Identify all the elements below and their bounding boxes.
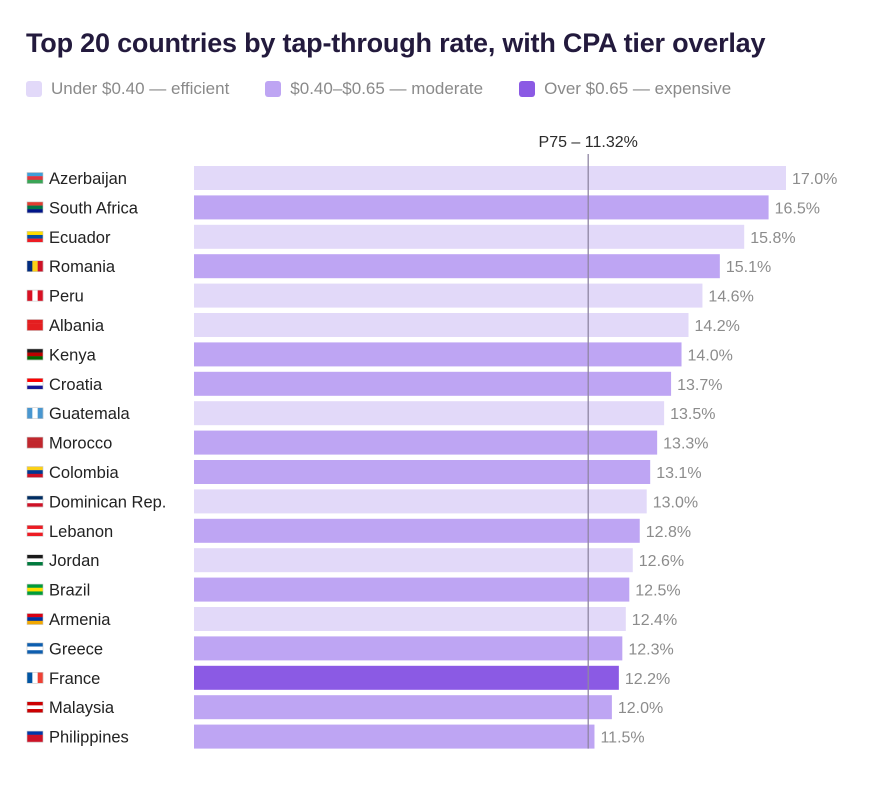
reference-label: P75 – 11.32% [539, 134, 638, 151]
category-label: Brazil [49, 582, 90, 600]
value-label: 14.2% [694, 318, 739, 335]
category-label: Peru [49, 288, 84, 306]
flag-icon-albania [26, 319, 44, 331]
value-label: 15.8% [750, 230, 795, 247]
value-label: 12.5% [635, 583, 680, 600]
flag-icon-lebanon [26, 524, 44, 537]
value-label: 16.5% [775, 200, 820, 217]
bar-croatia [194, 371, 672, 396]
value-label: 13.7% [677, 377, 722, 394]
value-label: 12.8% [646, 524, 691, 541]
flag-icon-dominican-rep [26, 495, 44, 508]
legend: Under $0.40 — efficient $0.40–$0.65 — mo… [26, 79, 767, 99]
bar-romania [194, 254, 720, 279]
category-label: Azerbaijan [49, 170, 127, 188]
value-label: 13.0% [653, 494, 698, 511]
flag-icon-brazil [26, 583, 44, 596]
value-label: 13.5% [670, 406, 715, 423]
bar-kenya [194, 342, 682, 367]
category-label: Ecuador [49, 229, 111, 247]
bar-guatemala [194, 401, 665, 426]
bar-dominican-rep [194, 489, 647, 514]
bar-brazil [194, 577, 630, 602]
flag-icon-france [26, 671, 44, 684]
value-label: 14.6% [708, 289, 753, 306]
value-label: 14.0% [688, 347, 733, 364]
category-label: Malaysia [49, 699, 115, 717]
legend-item-efficient[interactable]: Under $0.40 — efficient [26, 79, 229, 99]
flag-icon-azerbaijan [26, 172, 44, 184]
bar-peru [194, 283, 703, 308]
flag-icon-colombia [26, 466, 44, 478]
bar-morocco [194, 430, 658, 455]
value-label: 12.4% [632, 612, 677, 629]
bar-jordan [194, 548, 633, 573]
category-label: Dominican Rep. [49, 493, 166, 511]
flag-icon-romania [26, 260, 44, 273]
flag-icon-armenia [26, 613, 44, 625]
bar-philippines [194, 724, 595, 749]
value-label: 12.2% [625, 671, 670, 688]
flag-icon-morocco [26, 436, 44, 449]
value-label: 12.6% [639, 553, 684, 570]
bar-colombia [194, 460, 651, 484]
category-label: Philippines [49, 729, 129, 747]
category-label: Colombia [49, 464, 120, 482]
legend-label-efficient: Under $0.40 — efficient [51, 79, 230, 98]
bar-france [194, 665, 619, 690]
legend-item-expensive[interactable]: Over $0.65 — expensive [519, 79, 731, 99]
category-label: Jordan [49, 552, 99, 570]
legend-label-moderate: $0.40–$0.65 — moderate [290, 79, 484, 98]
bar-ecuador [194, 224, 745, 249]
legend-label-expensive: Over $0.65 — expensive [544, 79, 732, 98]
category-label: Romania [49, 258, 116, 276]
flag-icon-guatemala [26, 407, 44, 420]
flag-icon-jordan [26, 554, 44, 567]
bar-greece [194, 636, 623, 661]
flag-icon-philippines [26, 730, 44, 743]
value-label: 12.3% [628, 641, 673, 658]
legend-swatch-moderate [265, 81, 282, 97]
value-label: 17.0% [792, 171, 837, 188]
category-label: South Africa [49, 199, 139, 217]
category-label: France [49, 670, 100, 688]
flag-icon-ecuador [26, 231, 44, 243]
flag-icon-kenya [26, 348, 44, 361]
value-label: 11.5% [600, 730, 644, 747]
flag-icon-greece [26, 642, 44, 655]
category-label: Croatia [49, 376, 103, 394]
bar-south-africa [194, 195, 769, 220]
value-label: 13.3% [663, 436, 708, 453]
category-label: Armenia [49, 611, 111, 629]
legend-swatch-expensive [519, 81, 536, 97]
legend-swatch-efficient [26, 81, 42, 97]
category-label: Greece [49, 640, 103, 658]
category-label: Morocco [49, 435, 112, 453]
category-label: Guatemala [49, 405, 131, 423]
bar-lebanon [194, 518, 640, 543]
category-label: Albania [49, 317, 105, 335]
bar-armenia [194, 607, 626, 631]
value-label: 12.0% [618, 700, 663, 717]
flag-icon-croatia [26, 377, 44, 390]
category-label: Kenya [49, 346, 97, 364]
bar-malaysia [194, 695, 612, 720]
chart-title: Top 20 countries by tap-through rate, wi… [26, 28, 766, 58]
flag-icon-malaysia [26, 701, 44, 714]
flag-icon-south-africa [26, 201, 44, 214]
value-label: 13.1% [656, 465, 701, 482]
bar-albania [194, 313, 689, 337]
category-label: Lebanon [49, 523, 113, 541]
legend-item-moderate[interactable]: $0.40–$0.65 — moderate [265, 79, 483, 99]
bar-azerbaijan [194, 166, 786, 190]
flag-icon-peru [26, 289, 44, 302]
value-label: 15.1% [726, 259, 771, 276]
